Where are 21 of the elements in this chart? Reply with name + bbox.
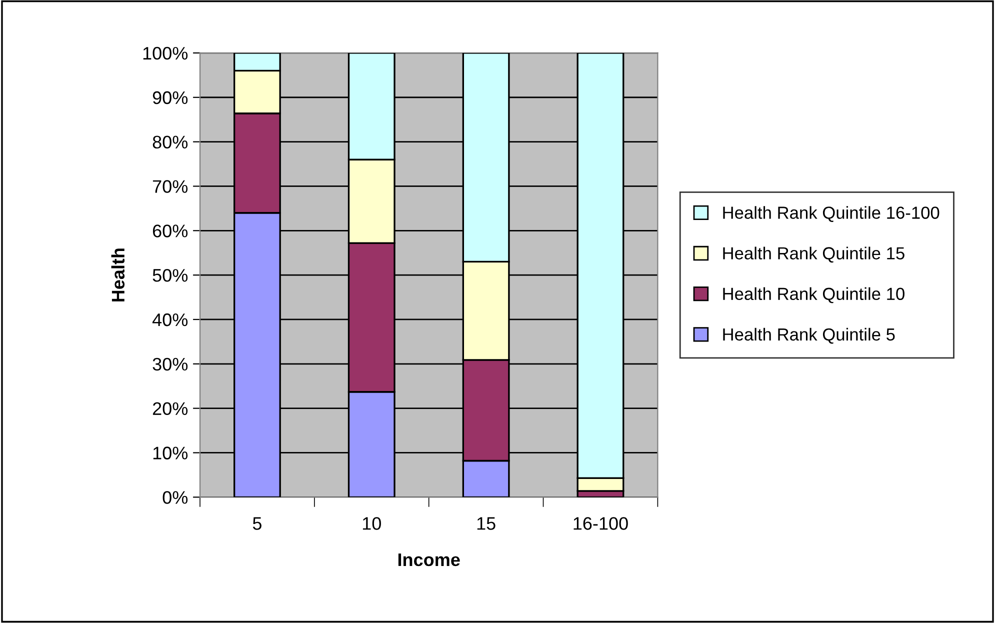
legend-label: Health Rank Quintile 16-100 — [723, 206, 940, 222]
y-tick-label: 80% — [152, 136, 188, 149]
x-tick-label: 15 — [477, 517, 496, 530]
y-tick-label: 100% — [143, 46, 188, 60]
x-tick-label: 16-100 — [574, 517, 628, 530]
y-tick-label: 60% — [152, 224, 188, 238]
y-tick-label: 20% — [152, 402, 188, 416]
y-tick-label: 0% — [162, 491, 188, 504]
y-tick-label: 40% — [152, 313, 188, 326]
y-tick-label: 10% — [153, 446, 188, 460]
legend-label: Health Rank Quintile 5 — [723, 328, 895, 344]
x-axis-title: Income — [398, 554, 460, 566]
y-tick-label: 30% — [152, 358, 188, 371]
y-axis-title: Health — [111, 248, 125, 302]
y-tick-label: 50% — [152, 268, 188, 282]
y-tick-label: 70% — [152, 180, 188, 193]
legend-label: Health Rank Quintile 15 — [723, 246, 904, 263]
y-tick-label: 90% — [152, 91, 188, 104]
x-tick-label: 5 — [252, 517, 262, 530]
x-tick-label: 10 — [362, 517, 381, 530]
legend-label: Health Rank Quintile 10 — [723, 287, 904, 304]
